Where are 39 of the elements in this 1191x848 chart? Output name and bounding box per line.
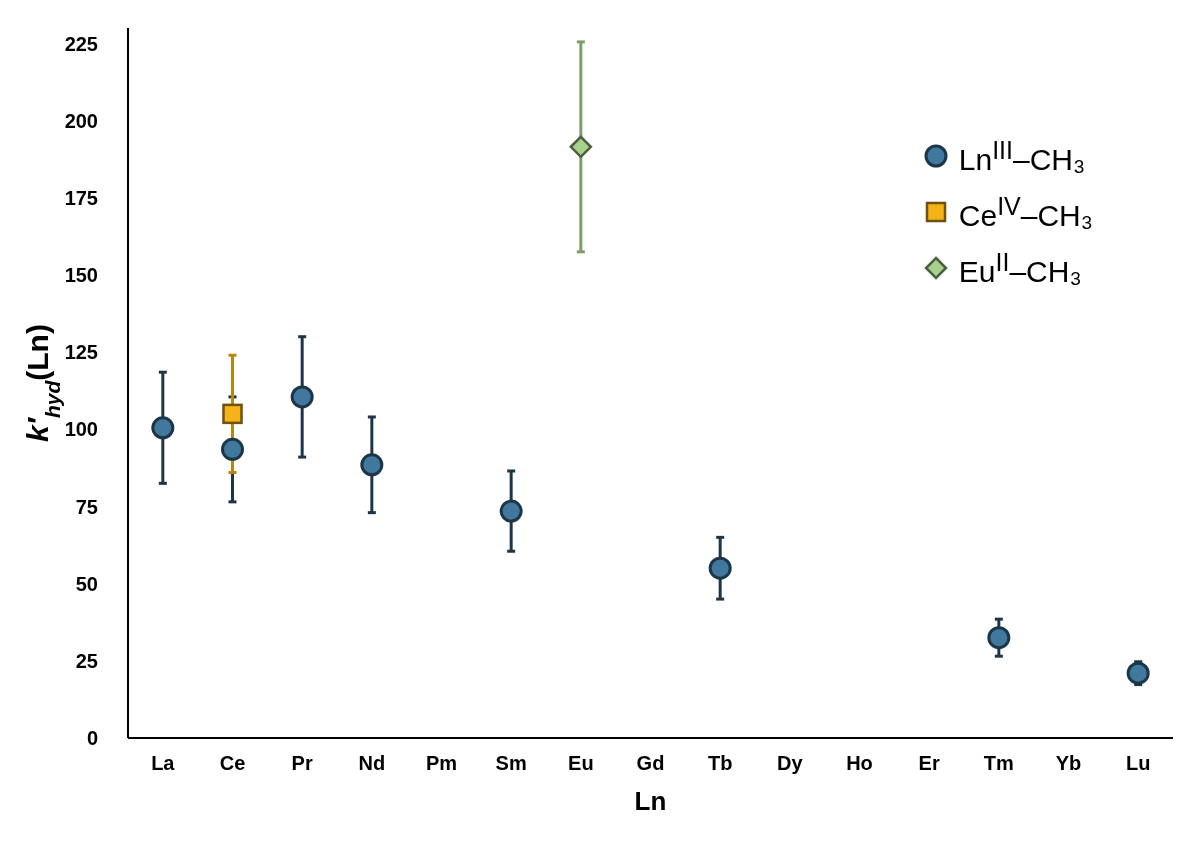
x-tick-label: La [151, 752, 176, 775]
x-tick-label: Pr [291, 752, 313, 775]
y-tick-label: 125 [64, 341, 98, 364]
y-tick-label: 150 [64, 264, 98, 287]
y-tick-label: 200 [64, 109, 98, 132]
x-tick-label: Ho [846, 752, 873, 775]
point [987, 626, 1011, 650]
x-tick-label: Tb [707, 752, 733, 775]
legend-label: Ln$^{III}$–CH₃ [958, 135, 1086, 177]
x-tick-label: Gd [636, 752, 665, 775]
x-tick-label: Nd [358, 752, 386, 775]
point [1126, 661, 1150, 685]
x-tick-label: Lu [1125, 752, 1151, 775]
x-tick-label: Yb [1055, 752, 1082, 775]
y-tick-label: 50 [75, 572, 98, 595]
x-tick-label: Dy [777, 752, 804, 775]
y-tick-label: 175 [64, 186, 98, 209]
point [708, 556, 732, 580]
legend-label: Ce$^{IV}$–CH₃ [958, 191, 1093, 233]
point [222, 403, 243, 425]
legend-label: Eu$^{II}$–CH₃ [958, 247, 1082, 289]
x-tick-label: Er [918, 752, 940, 775]
point [569, 135, 593, 159]
x-tick-label: Eu [568, 752, 594, 775]
x-axis-title: Ln [634, 786, 667, 816]
x-tick-label: Tm [983, 752, 1014, 775]
x-tick-label: Pm [425, 752, 458, 775]
y-tick-label: 75 [75, 495, 98, 518]
y-tick-label: 25 [75, 649, 98, 672]
y-tick-label: 0 [86, 727, 98, 750]
point [499, 499, 523, 523]
point [151, 416, 175, 440]
point [360, 453, 384, 477]
x-tick-label: Sm [495, 752, 527, 775]
point [221, 437, 244, 461]
y-tick-label: 225 [64, 32, 98, 55]
point [290, 385, 314, 409]
y-tick-label: 100 [64, 418, 98, 441]
x-tick-label: Ce [219, 752, 246, 775]
